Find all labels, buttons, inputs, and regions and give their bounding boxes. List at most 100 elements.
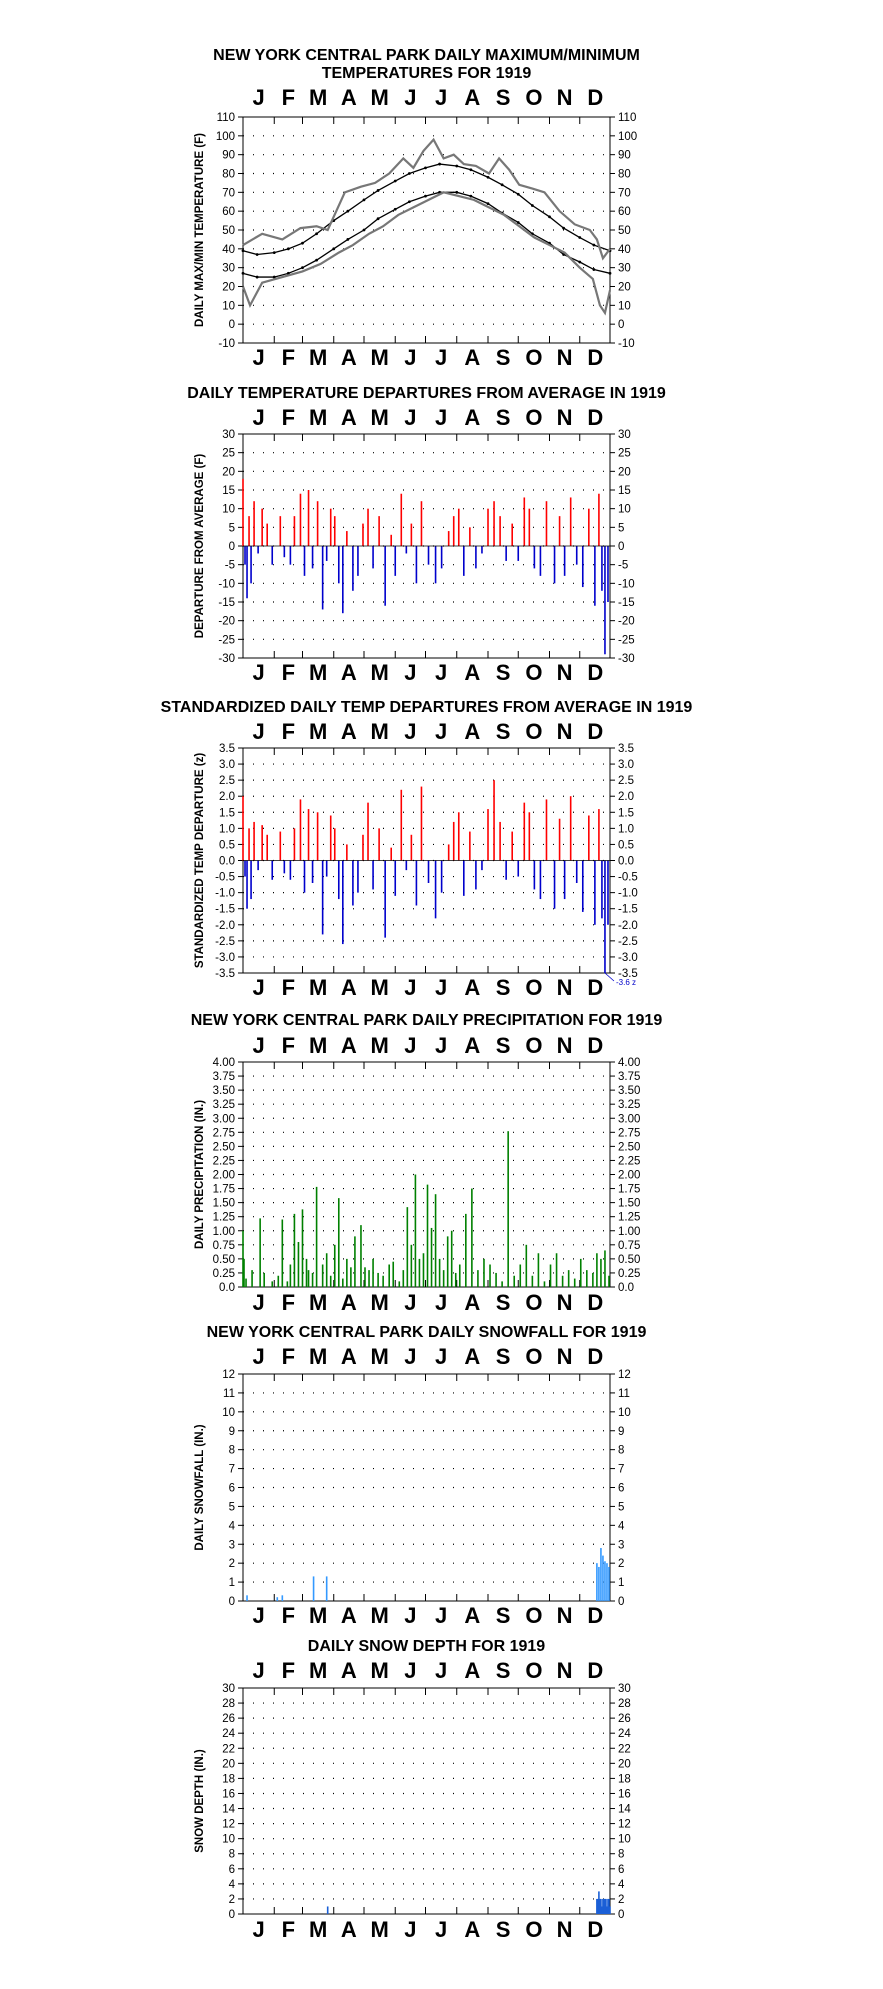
y-axis-label: STANDARDIZED TEMP DEPARTURE (z) — [194, 753, 206, 968]
bar-negative — [321, 860, 324, 935]
y-tick-label-left: 12 — [222, 1819, 235, 1831]
bar-negative — [283, 546, 286, 558]
bar-positive — [346, 531, 348, 546]
month-label-top: N — [557, 405, 573, 430]
y-tick-label-left: -10 — [218, 338, 235, 350]
month-label-bottom: M — [309, 660, 327, 685]
y-tick-label-right: 15 — [618, 485, 631, 497]
bar-precipitation — [333, 1244, 336, 1287]
month-label-top: O — [525, 1344, 542, 1369]
y-tick-label-left: -3.5 — [215, 968, 235, 980]
bar-precipitation — [495, 1272, 497, 1287]
bar-precipitation — [596, 1253, 598, 1287]
bar-positive — [523, 802, 526, 861]
series-point-normal_max — [424, 166, 427, 170]
month-label-bottom: F — [282, 1917, 295, 1942]
bar-precipitation — [418, 1258, 421, 1287]
y-tick-label-right: 10 — [618, 504, 631, 516]
series-point-normal_min — [346, 238, 350, 241]
month-label-bottom: M — [370, 660, 388, 685]
month-label-top: J — [253, 719, 265, 744]
y-tick-label-right: -2.5 — [618, 936, 638, 948]
y-tick-label-right: 10 — [618, 1834, 631, 1846]
bar-positive — [279, 831, 282, 861]
y-tick-label-left: -5 — [225, 560, 235, 572]
month-label-bottom: S — [496, 345, 511, 370]
bar-precipitation — [507, 1131, 509, 1287]
y-tick-label-left: 22 — [222, 1743, 235, 1755]
month-label-top: N — [557, 1658, 573, 1683]
y-tick-label-left: 0 — [229, 1909, 235, 1921]
month-label-bottom: J — [253, 660, 265, 685]
y-tick-label-left: 0 — [229, 1596, 235, 1608]
bar-negative — [372, 546, 374, 569]
month-label-top: O — [525, 719, 542, 744]
month-label-top: A — [464, 1033, 480, 1058]
month-label-top: M — [309, 1658, 327, 1683]
bar-precipitation — [271, 1281, 274, 1287]
chart-snowdepth: DAILY SNOW DEPTH FOR 1919JJFFMMAAMMJJJJA… — [194, 1638, 631, 1942]
y-tick-label-right: 30 — [618, 263, 631, 275]
chart-title: DAILY SNOW DEPTH FOR 1919 — [308, 1638, 545, 1655]
y-tick-label-right: -15 — [618, 597, 635, 609]
month-label-top: J — [435, 85, 447, 110]
series-point-normal_min — [516, 221, 520, 224]
bar-negative — [384, 546, 386, 606]
series-point-normal_max — [376, 189, 380, 192]
bar-positive — [511, 523, 514, 546]
bar-precipitation — [289, 1264, 292, 1287]
month-label-bottom: M — [309, 1917, 327, 1942]
bar-precipitation — [442, 1270, 445, 1287]
y-tick-label-right: 6 — [618, 1483, 624, 1495]
month-label-top: J — [253, 1658, 265, 1683]
bar-precipitation — [251, 1270, 253, 1287]
y-tick-label-left: 1.75 — [213, 1184, 235, 1196]
bar-negative — [405, 546, 408, 554]
y-tick-label-left: 1 — [229, 1577, 235, 1589]
month-label-top: A — [341, 719, 357, 744]
bar-positive — [523, 497, 526, 546]
series-point-normal_max — [272, 251, 276, 255]
y-tick-label-left: 30 — [222, 1683, 235, 1695]
bar-negative — [575, 546, 578, 565]
bar-precipitation — [301, 1209, 304, 1287]
series-point-normal_max — [286, 247, 290, 251]
bar-positive — [333, 516, 336, 546]
series-line-observed_min — [241, 191, 612, 316]
month-label-top: J — [435, 405, 447, 430]
series-point-normal_max — [562, 226, 566, 230]
month-label-bottom: O — [525, 660, 542, 685]
bar-positive — [493, 501, 495, 546]
series-point-normal_max — [500, 183, 504, 187]
month-label-top: A — [464, 85, 480, 110]
y-tick-label-right: -25 — [618, 634, 635, 646]
month-label-top: A — [341, 1658, 357, 1683]
series-point-normal_min — [332, 247, 336, 251]
bar-negative — [415, 860, 418, 906]
month-label-bottom: S — [496, 975, 511, 1000]
y-tick-label-right: 0.5 — [618, 839, 634, 851]
month-label-bottom: O — [525, 345, 542, 370]
bar-negative — [463, 546, 465, 576]
y-tick-label-left: 6 — [229, 1864, 235, 1876]
y-tick-label-left: 15 — [222, 485, 235, 497]
bar-negative — [607, 860, 609, 925]
bar-negative — [481, 546, 483, 554]
y-tick-label-right: 1.75 — [618, 1184, 640, 1196]
series-point-normal_min — [241, 271, 245, 275]
y-tick-label-right: 12 — [618, 1369, 631, 1381]
bar-precipitation — [354, 1236, 356, 1287]
bar-precipitation — [325, 1253, 328, 1287]
bar-positive — [487, 508, 489, 546]
bar-negative — [533, 546, 536, 569]
bar-positive — [316, 501, 319, 546]
y-tick-label-right: 5 — [618, 1501, 624, 1513]
bar-positive — [307, 490, 310, 546]
y-tick-label-left: 3.5 — [219, 743, 235, 755]
y-tick-label-right: 28 — [618, 1698, 631, 1710]
y-tick-label-left: 8 — [229, 1445, 235, 1457]
y-tick-label-left: 2.0 — [219, 791, 235, 803]
bar-precipitation — [454, 1272, 457, 1287]
bar-negative — [601, 860, 603, 919]
bar-positive — [528, 812, 531, 861]
